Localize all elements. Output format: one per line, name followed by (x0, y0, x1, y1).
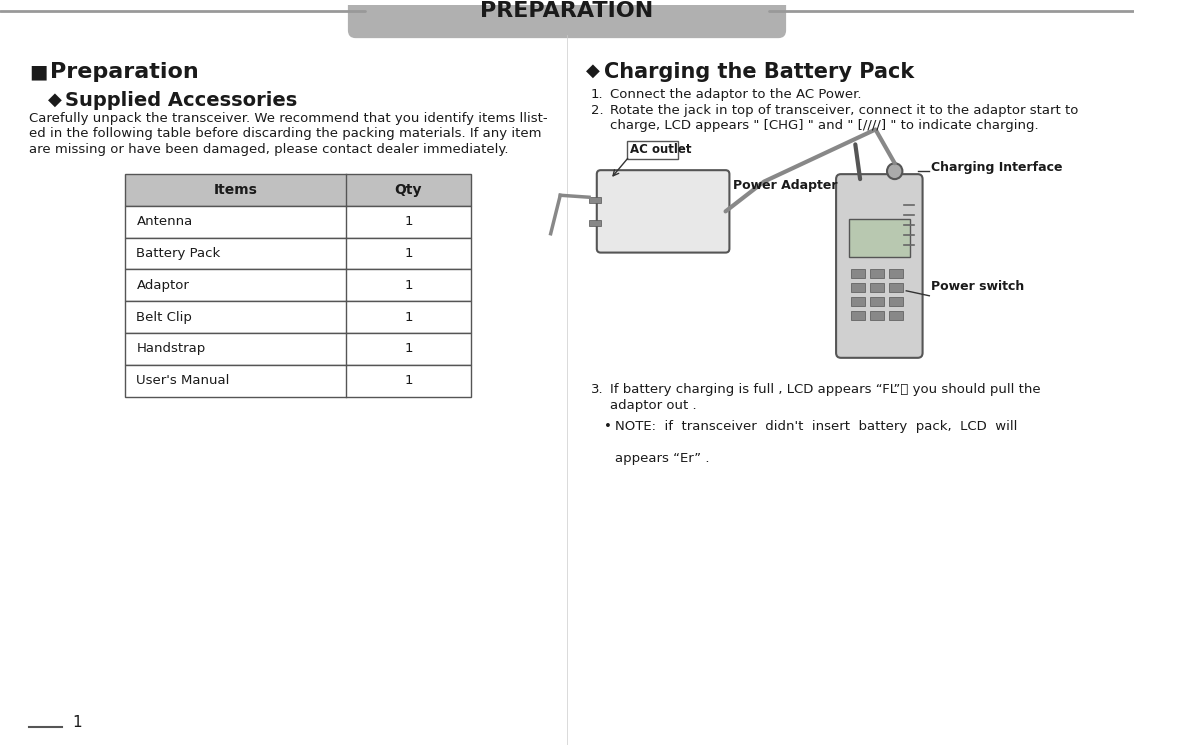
Bar (848, 219, 910, 257)
Bar (589, 220, 601, 226)
Bar (125, 174, 471, 206)
Text: 1: 1 (405, 374, 413, 387)
Circle shape (887, 163, 903, 179)
Bar (870, 297, 884, 306)
Bar (125, 206, 471, 238)
Bar (870, 270, 884, 279)
FancyBboxPatch shape (597, 170, 729, 253)
Bar (125, 333, 471, 365)
Text: If battery charging is full , LCD appears “FL”， you should pull the: If battery charging is full , LCD appear… (610, 383, 1041, 396)
Text: 1: 1 (405, 343, 413, 355)
Text: ■: ■ (28, 62, 47, 81)
Text: Antenna: Antenna (137, 215, 192, 228)
Text: Preparation: Preparation (50, 62, 198, 82)
Text: ◆: ◆ (48, 91, 61, 109)
Bar (125, 365, 471, 396)
Bar (851, 311, 865, 320)
Bar (889, 297, 904, 306)
Text: 1.: 1. (591, 88, 604, 101)
Text: Charging the Battery Pack: Charging the Battery Pack (603, 62, 913, 82)
Text: 1: 1 (405, 311, 413, 323)
Text: Power Adapter: Power Adapter (733, 179, 838, 192)
Text: AC outlet: AC outlet (630, 143, 691, 156)
Text: ◆: ◆ (586, 62, 601, 80)
Text: 1: 1 (405, 215, 413, 228)
Text: adaptor out .: adaptor out . (610, 399, 697, 411)
Bar (125, 301, 471, 333)
Text: charge, LCD appears " [CHG] " and " [////] " to indicate charging.: charge, LCD appears " [CHG] " and " [///… (610, 118, 1038, 132)
Text: 3.: 3. (591, 383, 604, 396)
Text: •: • (603, 420, 611, 434)
FancyBboxPatch shape (348, 0, 786, 38)
Bar (889, 270, 904, 279)
Text: are missing or have been damaged, please contact dealer immediately.: are missing or have been damaged, please… (28, 143, 509, 156)
Text: appears “Er” .: appears “Er” . (615, 452, 709, 465)
Text: Items: Items (214, 183, 257, 197)
Text: 1: 1 (72, 715, 81, 730)
Text: PREPARATION: PREPARATION (480, 1, 654, 22)
Text: Supplied Accessories: Supplied Accessories (65, 91, 297, 110)
Text: 2.: 2. (591, 104, 604, 117)
Bar (851, 270, 865, 279)
FancyBboxPatch shape (837, 174, 923, 358)
Text: ed in the following table before discarding the packing materials. If any item: ed in the following table before discard… (28, 127, 542, 141)
Text: Carefully unpack the transceiver. We recommend that you identify items llist-: Carefully unpack the transceiver. We rec… (28, 112, 548, 124)
Text: Rotate the jack in top of transceiver, connect it to the adaptor start to: Rotate the jack in top of transceiver, c… (610, 104, 1079, 117)
Bar (125, 270, 471, 301)
Text: Belt Clip: Belt Clip (137, 311, 192, 323)
FancyBboxPatch shape (627, 142, 678, 159)
Bar (851, 297, 865, 306)
Text: User's Manual: User's Manual (137, 374, 230, 387)
Bar (851, 283, 865, 292)
Bar (589, 197, 601, 203)
Bar (870, 283, 884, 292)
Bar (889, 311, 904, 320)
Text: NOTE:  if  transceiver  didn't  insert  battery  pack,  LCD  will: NOTE: if transceiver didn't insert batte… (615, 420, 1017, 434)
Bar (870, 311, 884, 320)
Text: Connect the adaptor to the AC Power.: Connect the adaptor to the AC Power. (610, 88, 861, 101)
Text: Handstrap: Handstrap (137, 343, 205, 355)
Text: 1: 1 (405, 279, 413, 292)
Text: Qty: Qty (394, 183, 422, 197)
Bar (889, 283, 904, 292)
Text: Adaptor: Adaptor (137, 279, 189, 292)
Text: Battery Pack: Battery Pack (137, 247, 221, 260)
Text: Charging Interface: Charging Interface (931, 161, 1063, 174)
Bar (125, 238, 471, 270)
Text: Power switch: Power switch (931, 280, 1024, 294)
Text: 1: 1 (405, 247, 413, 260)
